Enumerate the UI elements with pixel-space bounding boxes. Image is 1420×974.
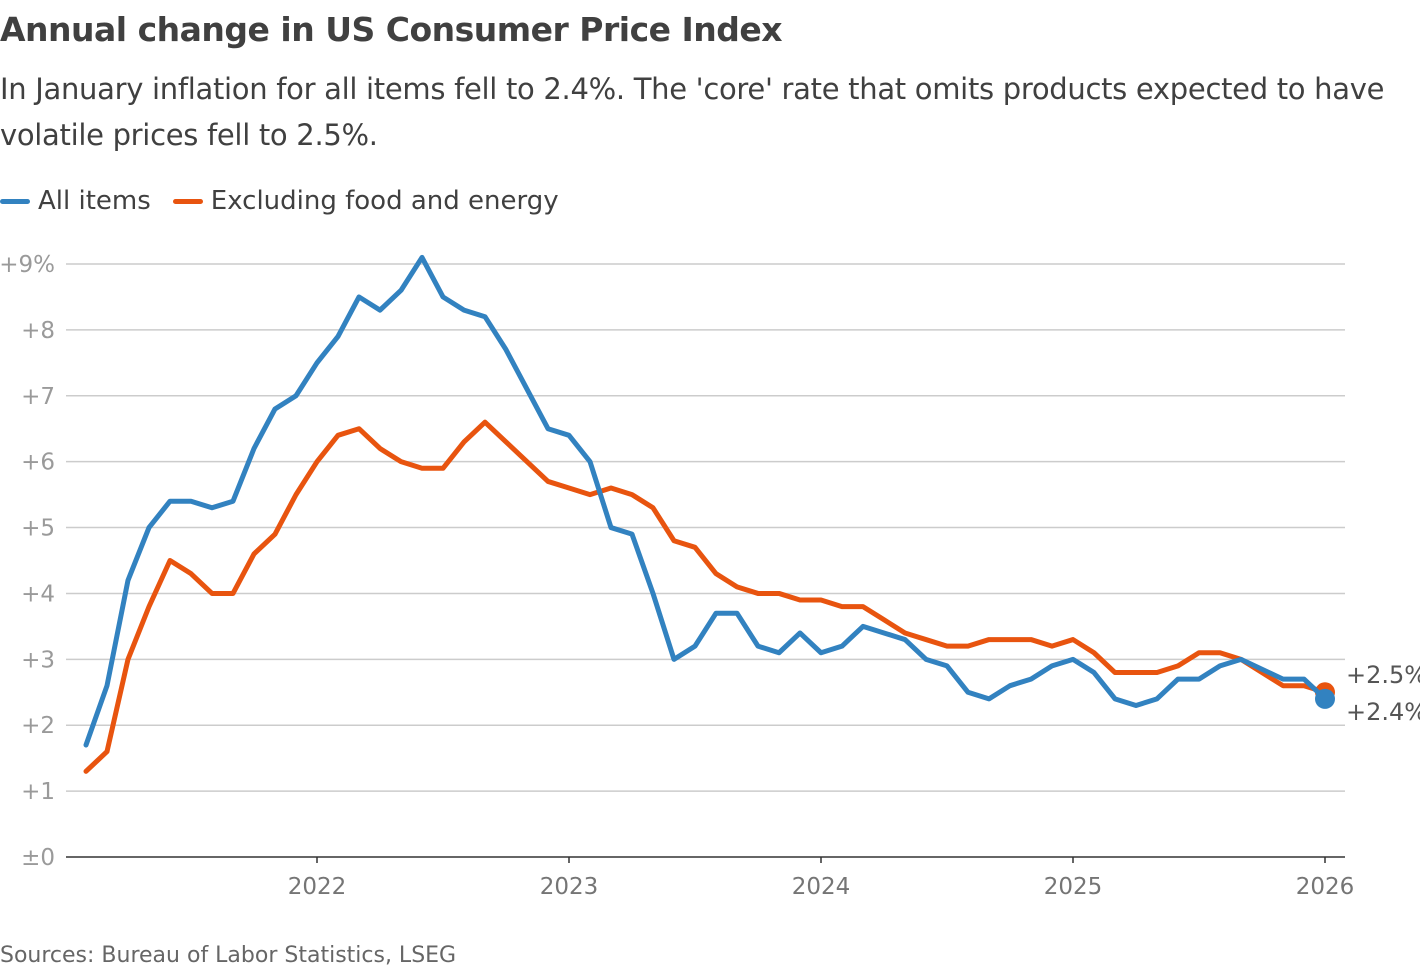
legend-swatch-core	[172, 198, 203, 204]
y-tick-label: +3	[21, 647, 55, 673]
y-tick-label: +2	[21, 713, 55, 739]
y-tick-label: ±0	[21, 845, 55, 871]
y-tick-label: +6	[21, 450, 55, 476]
end-label-all-items: +2.4%	[1346, 698, 1420, 726]
y-tick-label: +8	[21, 318, 55, 344]
x-tick-label: 2024	[792, 874, 851, 900]
chart-subtitle: In January inflation for all items fell …	[0, 72, 1385, 152]
series-line	[83, 254, 1328, 748]
legend-item-all-items: All items	[0, 186, 151, 216]
y-tick-label: +1	[21, 779, 55, 805]
series-end-point	[1315, 688, 1335, 709]
end-label-core: +2.5%	[1346, 661, 1420, 689]
legend-item-core: Excluding food and energy	[172, 186, 559, 216]
series-line	[83, 419, 1328, 774]
source-note: Sources: Bureau of Labor Statistics, LSE…	[0, 943, 457, 968]
y-tick-label: +7	[21, 384, 55, 410]
legend: All items Excluding food and energy	[0, 186, 559, 216]
chart-title: Annual change in US Consumer Price Index	[0, 10, 783, 49]
legend-label-core: Excluding food and energy	[210, 186, 559, 216]
legend-swatch-all-items	[0, 198, 30, 204]
y-tick-label: +9%	[0, 252, 55, 278]
x-tick-label: 2026	[1296, 874, 1355, 900]
x-tick-label: 2023	[540, 874, 599, 900]
legend-label-all-items: All items	[38, 186, 151, 216]
x-tick-label: 2025	[1044, 874, 1103, 900]
y-tick-label: +5	[21, 516, 55, 542]
x-tick-label: 2022	[288, 874, 347, 900]
y-tick-label: +4	[21, 581, 55, 607]
